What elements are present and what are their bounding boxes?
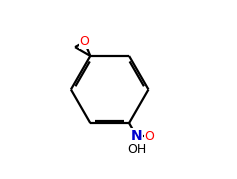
Text: O: O — [144, 130, 154, 142]
Text: OH: OH — [127, 143, 146, 156]
Text: O: O — [79, 35, 89, 48]
Text: N: N — [131, 129, 142, 143]
